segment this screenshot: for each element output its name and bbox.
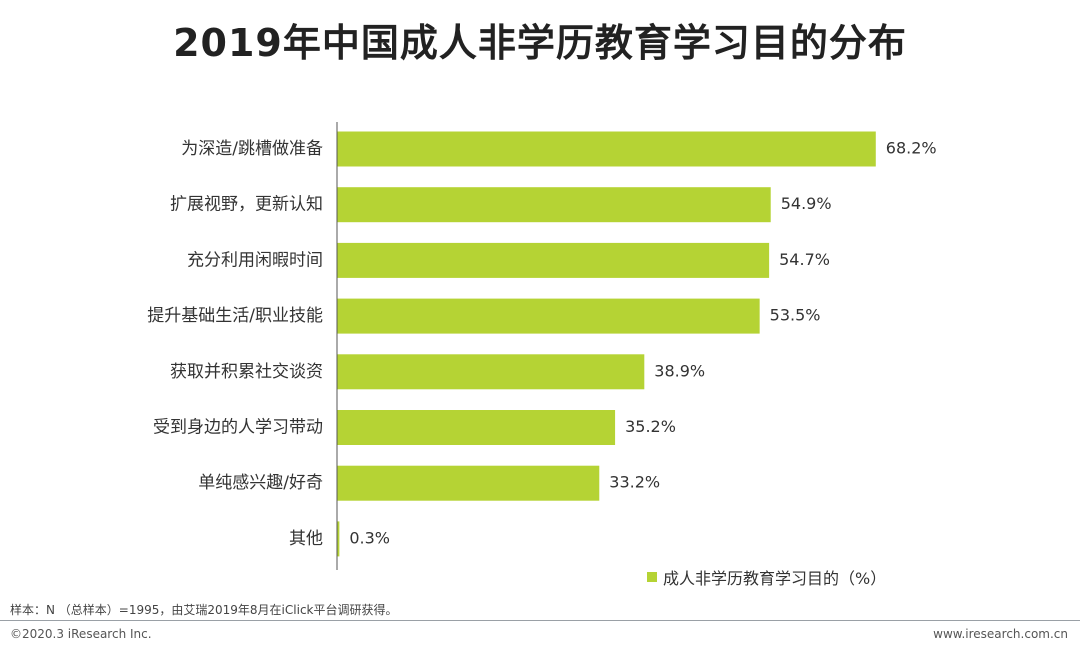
bar-0 [337, 131, 876, 167]
bar-7 [337, 521, 340, 557]
value-label-7: 0.3% [349, 528, 390, 547]
category-label-3: 提升基础生活/职业技能 [147, 306, 323, 326]
value-label-1: 54.9% [781, 194, 832, 213]
chart-title: 2019年中国成人非学历教育学习目的分布 [173, 21, 907, 65]
footer-divider [0, 620, 1080, 621]
bar-1 [337, 187, 771, 223]
legend-label: 成人非学历教育学习目的（%） [663, 569, 887, 588]
legend: 成人非学历教育学习目的（%） [647, 565, 886, 589]
category-label-2: 充分利用闲暇时间 [187, 250, 323, 270]
category-label-7: 其他 [289, 529, 323, 549]
bar-2 [337, 242, 770, 278]
copyright-text: ©2020.3 iResearch Inc. [10, 627, 152, 641]
value-label-3: 53.5% [770, 306, 821, 325]
bar-3 [337, 298, 760, 334]
bar-5 [337, 410, 616, 445]
value-label-0: 68.2% [886, 139, 937, 158]
category-label-6: 单纯感兴趣/好奇 [198, 473, 323, 493]
sample-footnote: 样本：N （总样本）=1995，由艾瑞2019年8月在iClick平台调研获得。 [10, 603, 398, 617]
category-label-1: 扩展视野，更新认知 [170, 195, 323, 215]
value-label-2: 54.7% [779, 250, 830, 269]
value-label-5: 35.2% [625, 417, 676, 436]
website-link[interactable]: www.iresearch.com.cn [933, 627, 1068, 641]
category-label-4: 获取并积累社交谈资 [170, 362, 323, 382]
value-label-4: 38.9% [654, 361, 705, 380]
category-label-5: 受到身边的人学习带动 [153, 418, 323, 438]
value-label-6: 33.2% [609, 473, 660, 492]
legend-swatch [647, 572, 657, 582]
bar-4 [337, 354, 645, 390]
category-label-0: 为深造/跳槽做准备 [181, 139, 323, 159]
bar-6 [337, 465, 600, 501]
